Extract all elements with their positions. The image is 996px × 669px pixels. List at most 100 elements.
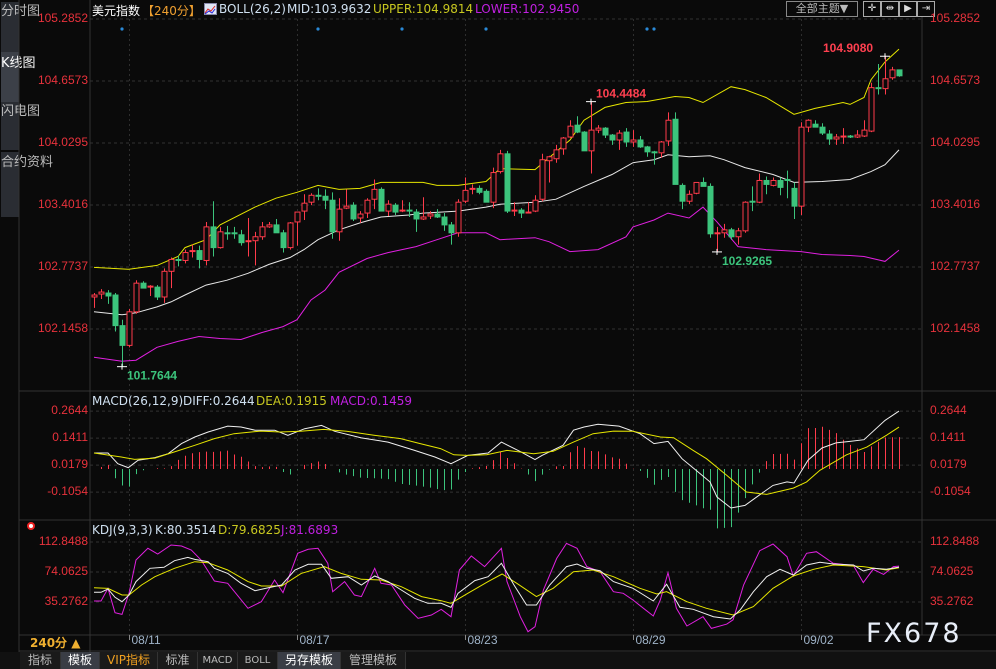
tab-save-template[interactable]: 另存模板	[278, 652, 341, 669]
candle	[497, 149, 504, 174]
candle	[896, 69, 903, 77]
candle-body	[511, 209, 518, 212]
candle-body	[455, 201, 462, 234]
candle	[245, 217, 252, 257]
kdj-d-value: D:79.6825	[218, 523, 281, 537]
candle-body	[672, 118, 679, 185]
candle-body	[602, 127, 609, 136]
candle	[322, 189, 329, 210]
event-marker	[652, 27, 656, 31]
candle-body	[273, 224, 280, 234]
candle	[301, 194, 308, 220]
price-axis-label-left: 102.7737	[37, 259, 88, 273]
candle-body	[483, 190, 490, 203]
zoom-range-icon[interactable]: ⇹	[881, 1, 899, 17]
candle-body	[385, 203, 392, 212]
tab-vip-indicators[interactable]: VIP指标	[100, 652, 158, 669]
tab-indicators[interactable]: 指标	[20, 652, 61, 669]
candle	[357, 211, 364, 223]
candle	[539, 153, 546, 202]
candle	[462, 177, 469, 204]
candle-body	[126, 311, 133, 346]
tab-manage-templates[interactable]: 管理模板	[341, 652, 406, 669]
candle	[756, 173, 763, 204]
play-forward-icon[interactable]: ▶	[899, 1, 917, 17]
candle	[819, 123, 826, 136]
candle	[623, 128, 630, 147]
period-label: 【240分】	[142, 4, 201, 18]
kdj-axis-label-right: 35.2762	[930, 593, 974, 608]
candle	[364, 198, 371, 218]
candle-body	[378, 188, 385, 212]
indicator-chart-icon[interactable]	[204, 3, 217, 15]
candle-body	[749, 200, 756, 203]
candle-body	[581, 131, 588, 152]
candle-body	[497, 153, 504, 173]
candle	[147, 285, 154, 297]
boll-lower-value: LOWER:102.9450	[475, 2, 580, 16]
candle	[693, 181, 700, 195]
tab-boll[interactable]: BOLL	[238, 652, 278, 669]
candle	[448, 221, 455, 245]
candle-body	[504, 153, 511, 212]
candle-body	[819, 126, 826, 134]
kdj-axis-label-right: 112.8488	[930, 534, 980, 548]
candle-body	[182, 252, 189, 261]
candle-body	[875, 87, 882, 90]
candle-body	[462, 189, 469, 202]
candle	[735, 227, 742, 245]
candle	[686, 190, 693, 205]
candle	[672, 112, 679, 185]
candle-body	[770, 179, 777, 186]
candle	[98, 289, 105, 299]
candle	[343, 189, 350, 210]
candle-body	[840, 135, 847, 138]
candle	[588, 101, 595, 174]
candle	[483, 189, 490, 203]
candle-body	[98, 291, 105, 295]
candle-body	[854, 134, 861, 138]
date-axis-label: 08/11	[131, 633, 161, 647]
candle	[210, 201, 217, 257]
macd-diff-value: DIFF:0.2644	[183, 394, 255, 408]
price-axis-label-right: 102.7737	[930, 259, 981, 273]
candle-body	[686, 193, 693, 202]
candle-body	[154, 286, 161, 298]
candle-body	[217, 231, 224, 249]
candle-body	[343, 205, 350, 209]
candle-body	[714, 232, 721, 235]
tab-standard[interactable]: 标准	[158, 652, 198, 669]
candle	[371, 179, 378, 210]
candle-body	[847, 135, 854, 138]
scroll-end-icon[interactable]: ⇥	[917, 1, 935, 17]
candle-body	[336, 208, 343, 233]
candle	[728, 227, 735, 240]
candle-body	[301, 202, 308, 212]
candle-body	[630, 139, 637, 143]
candle-body	[168, 258, 175, 272]
candle-body	[434, 213, 441, 218]
candle-body	[91, 294, 98, 298]
crosshair-icon[interactable]: ✛	[863, 1, 881, 17]
candle	[469, 184, 476, 195]
candle-body	[448, 224, 455, 234]
kdj-k-value: K:80.3514	[155, 523, 217, 537]
period-button[interactable]: 240分 ▲	[30, 636, 81, 650]
candle-body	[140, 282, 147, 289]
indicator-settings-icon[interactable]	[27, 522, 35, 530]
price-axis-label-right: 104.0295	[930, 134, 981, 149]
candle-body	[756, 179, 763, 203]
tab-templates[interactable]: 模板	[61, 652, 100, 669]
candle-body	[420, 216, 427, 220]
candle-body	[231, 232, 238, 235]
candle-body	[371, 188, 378, 200]
tab-macd[interactable]: MACD	[198, 652, 238, 669]
candle	[315, 188, 322, 201]
candle	[679, 183, 686, 210]
candle	[203, 221, 210, 266]
candle	[595, 125, 602, 134]
candle	[574, 116, 581, 134]
candle	[175, 255, 182, 267]
theme-select[interactable]: 全部主题▼	[786, 1, 858, 17]
